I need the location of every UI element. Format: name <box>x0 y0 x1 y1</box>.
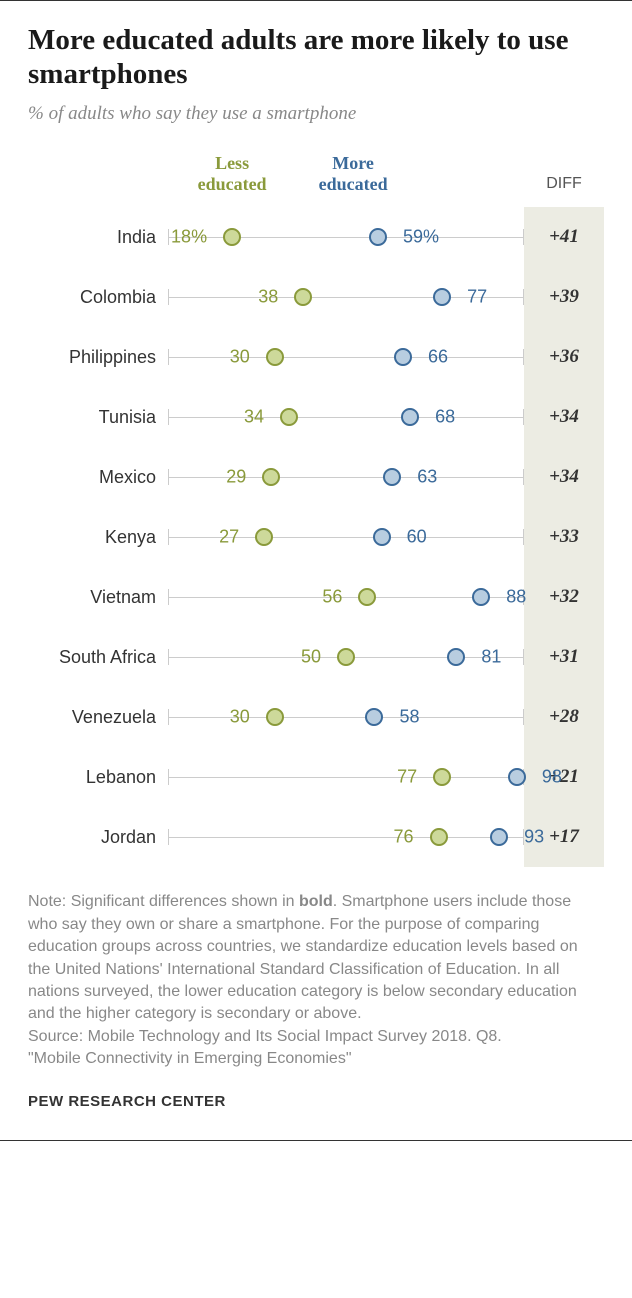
less-value-label: 56 <box>322 587 342 608</box>
country-label: Venezuela <box>28 707 168 728</box>
more-dot <box>447 648 465 666</box>
less-value-label: 34 <box>244 407 264 428</box>
country-label: Kenya <box>28 527 168 548</box>
country-label: Jordan <box>28 827 168 848</box>
more-value-label: 59% <box>403 227 439 248</box>
less-dot <box>337 648 355 666</box>
diff-value: +34 <box>524 387 604 447</box>
chart-title: More educated adults are more likely to … <box>28 23 604 91</box>
chart-footer: PEW RESEARCH CENTER <box>28 1093 604 1114</box>
more-value-label: 58 <box>399 707 419 728</box>
diff-value: +33 <box>524 507 604 567</box>
less-dot <box>294 288 312 306</box>
diff-value: +34 <box>524 447 604 507</box>
row-track: 34 68 <box>168 387 524 447</box>
country-label: South Africa <box>28 647 168 668</box>
chart-area: Lesseducated Moreeducated DIFF India18% 5… <box>28 153 604 867</box>
less-dot <box>266 348 284 366</box>
chart-subtitle: % of adults who say they use a smartphon… <box>28 103 604 125</box>
chart-rows: India18%59%+41Colombia3877+39Philippines… <box>28 207 604 867</box>
less-dot <box>255 528 273 546</box>
less-value-label: 50 <box>301 647 321 668</box>
country-label: Tunisia <box>28 407 168 428</box>
country-label: Lebanon <box>28 767 168 788</box>
diff-value: +21 <box>524 747 604 807</box>
diff-value: +36 <box>524 327 604 387</box>
more-dot <box>373 528 391 546</box>
country-label: Mexico <box>28 467 168 488</box>
country-label: India <box>28 227 168 248</box>
diff-value: +39 <box>524 267 604 327</box>
more-dot <box>433 288 451 306</box>
table-row: Kenya 27 60 +33 <box>28 507 604 567</box>
more-dot <box>490 828 508 846</box>
more-dot <box>394 348 412 366</box>
more-value-label: 68 <box>435 407 455 428</box>
table-row: Tunisia 34 68 +34 <box>28 387 604 447</box>
more-dot <box>401 408 419 426</box>
country-label: Vietnam <box>28 587 168 608</box>
chart-note: Note: Significant differences shown in b… <box>28 891 604 1070</box>
more-value-label: 66 <box>428 347 448 368</box>
table-row: Jordan7693+17 <box>28 807 604 867</box>
legend-diff-header: DIFF <box>524 175 604 197</box>
more-value-label: 98 <box>542 767 562 788</box>
row-track: 7798 <box>168 747 524 807</box>
more-dot <box>369 228 387 246</box>
table-row: South Africa 50 81 +31 <box>28 627 604 687</box>
diff-value: +31 <box>524 627 604 687</box>
less-dot <box>262 468 280 486</box>
row-track: 30 66 <box>168 327 524 387</box>
row-track: 18% 59% <box>168 207 524 267</box>
row-track: 27 60 <box>168 507 524 567</box>
more-value-label: 63 <box>417 467 437 488</box>
more-value-label: 60 <box>407 527 427 548</box>
less-value-label: 29 <box>226 467 246 488</box>
table-row: India18% 59% +41 <box>28 207 604 267</box>
less-value-label: 30 <box>230 707 250 728</box>
less-value-label: 27 <box>219 527 239 548</box>
more-value-label: 88 <box>506 587 526 608</box>
less-value-label: 38 <box>258 287 278 308</box>
less-value-label: 30 <box>230 347 250 368</box>
less-value-label: 18% <box>171 227 207 248</box>
country-label: Colombia <box>28 287 168 308</box>
less-dot <box>280 408 298 426</box>
less-dot <box>430 828 448 846</box>
row-track: 50 81 <box>168 627 524 687</box>
less-dot <box>266 708 284 726</box>
diff-value: +41 <box>524 207 604 267</box>
more-value-label: 81 <box>481 647 501 668</box>
table-row: Mexico 29 63 +34 <box>28 447 604 507</box>
more-dot <box>472 588 490 606</box>
table-row: Colombia 38 77 +39 <box>28 267 604 327</box>
more-dot <box>508 768 526 786</box>
row-track: 30 58 <box>168 687 524 747</box>
diff-value: +28 <box>524 687 604 747</box>
table-row: Venezuela 30 58 +28 <box>28 687 604 747</box>
table-row: Philippines 30 66 +36 <box>28 327 604 387</box>
diff-value: +32 <box>524 567 604 627</box>
less-dot <box>433 768 451 786</box>
row-track: 7693 <box>168 807 524 867</box>
table-row: Vietnam 56 88+32 <box>28 567 604 627</box>
more-dot <box>365 708 383 726</box>
more-value-label: 93 <box>524 827 544 848</box>
less-dot <box>358 588 376 606</box>
row-track: 29 63 <box>168 447 524 507</box>
country-label: Philippines <box>28 347 168 368</box>
more-dot <box>383 468 401 486</box>
row-track: 56 88 <box>168 567 524 627</box>
legend-row: Lesseducated Moreeducated DIFF <box>28 153 604 197</box>
row-track: 38 77 <box>168 267 524 327</box>
table-row: Lebanon7798+21 <box>28 747 604 807</box>
less-value-label: 76 <box>394 827 414 848</box>
more-value-label: 77 <box>467 287 487 308</box>
legend-less-educated: Lesseducated <box>198 153 267 194</box>
less-dot <box>223 228 241 246</box>
less-value-label: 77 <box>397 767 417 788</box>
legend-more-educated: Moreeducated <box>319 153 388 194</box>
